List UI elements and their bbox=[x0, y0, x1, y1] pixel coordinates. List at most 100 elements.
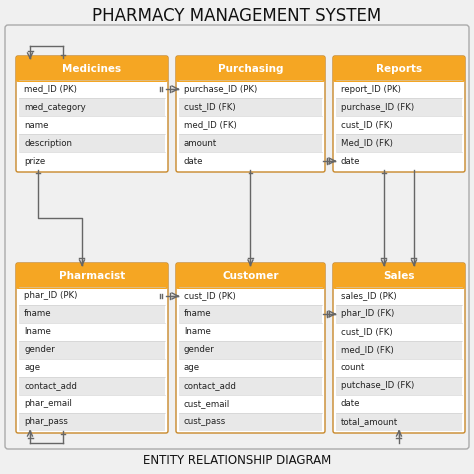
Bar bbox=[19, 98, 165, 116]
Text: phar_pass: phar_pass bbox=[24, 418, 68, 427]
Bar bbox=[19, 341, 165, 359]
Bar bbox=[19, 359, 165, 377]
Bar bbox=[179, 80, 322, 98]
Bar bbox=[336, 359, 462, 377]
FancyBboxPatch shape bbox=[16, 56, 168, 172]
Text: PHARMACY MANAGEMENT SYSTEM: PHARMACY MANAGEMENT SYSTEM bbox=[92, 7, 382, 25]
Bar bbox=[179, 116, 322, 134]
FancyBboxPatch shape bbox=[333, 263, 465, 289]
Text: age: age bbox=[24, 364, 40, 373]
Text: date: date bbox=[341, 156, 361, 165]
Text: count: count bbox=[341, 364, 365, 373]
Text: cust_pass: cust_pass bbox=[184, 418, 226, 427]
Bar bbox=[19, 80, 165, 98]
Bar bbox=[178, 76, 323, 80]
Bar bbox=[336, 341, 462, 359]
Bar bbox=[336, 323, 462, 341]
Bar bbox=[179, 134, 322, 152]
Bar bbox=[179, 98, 322, 116]
Text: cust_email: cust_email bbox=[184, 400, 230, 409]
Text: gender: gender bbox=[24, 346, 55, 355]
Text: fname: fname bbox=[24, 310, 52, 319]
Bar bbox=[336, 80, 462, 98]
Text: description: description bbox=[24, 138, 72, 147]
Bar bbox=[179, 287, 322, 305]
Bar bbox=[19, 305, 165, 323]
Text: Pharmacist: Pharmacist bbox=[59, 271, 125, 281]
Bar bbox=[19, 377, 165, 395]
Bar bbox=[19, 287, 165, 305]
Text: cust_ID (FK): cust_ID (FK) bbox=[341, 328, 392, 337]
FancyBboxPatch shape bbox=[176, 263, 325, 433]
Bar bbox=[19, 134, 165, 152]
Text: Customer: Customer bbox=[222, 271, 279, 281]
Bar bbox=[336, 377, 462, 395]
FancyBboxPatch shape bbox=[333, 56, 465, 82]
Bar bbox=[335, 283, 463, 287]
Bar bbox=[336, 134, 462, 152]
Text: Purchasing: Purchasing bbox=[218, 64, 283, 74]
Text: Medicines: Medicines bbox=[63, 64, 121, 74]
FancyBboxPatch shape bbox=[16, 263, 168, 433]
Text: purchase_ID (FK): purchase_ID (FK) bbox=[341, 102, 414, 111]
Text: report_ID (PK): report_ID (PK) bbox=[341, 84, 401, 93]
FancyBboxPatch shape bbox=[176, 263, 325, 289]
Text: cust_ID (FK): cust_ID (FK) bbox=[184, 102, 236, 111]
Bar bbox=[18, 283, 166, 287]
Bar bbox=[179, 341, 322, 359]
Bar bbox=[179, 359, 322, 377]
Text: total_amount: total_amount bbox=[341, 418, 398, 427]
Bar bbox=[19, 395, 165, 413]
Bar bbox=[19, 116, 165, 134]
Text: phar_ID (PK): phar_ID (PK) bbox=[24, 292, 77, 301]
Text: contact_add: contact_add bbox=[184, 382, 237, 391]
Text: cust_ID (FK): cust_ID (FK) bbox=[341, 120, 392, 129]
Text: putchase_ID (FK): putchase_ID (FK) bbox=[341, 382, 414, 391]
Text: cust_ID (PK): cust_ID (PK) bbox=[184, 292, 236, 301]
Bar bbox=[335, 76, 463, 80]
Bar bbox=[19, 413, 165, 431]
Text: Med_ID (FK): Med_ID (FK) bbox=[341, 138, 393, 147]
FancyBboxPatch shape bbox=[176, 56, 325, 82]
Text: lname: lname bbox=[184, 328, 211, 337]
Bar bbox=[178, 283, 323, 287]
Text: gender: gender bbox=[184, 346, 215, 355]
Text: purchase_ID (PK): purchase_ID (PK) bbox=[184, 84, 257, 93]
Text: prize: prize bbox=[24, 156, 45, 165]
Text: amount: amount bbox=[184, 138, 217, 147]
FancyBboxPatch shape bbox=[16, 56, 168, 82]
Bar bbox=[179, 377, 322, 395]
Text: contact_add: contact_add bbox=[24, 382, 77, 391]
Text: lname: lname bbox=[24, 328, 51, 337]
Bar bbox=[18, 76, 166, 80]
Text: phar_email: phar_email bbox=[24, 400, 72, 409]
Text: date: date bbox=[184, 156, 203, 165]
Text: sales_ID (PK): sales_ID (PK) bbox=[341, 292, 397, 301]
FancyBboxPatch shape bbox=[333, 263, 465, 433]
Text: med_ID (PK): med_ID (PK) bbox=[24, 84, 77, 93]
Bar bbox=[19, 152, 165, 170]
Text: med_ID (FK): med_ID (FK) bbox=[341, 346, 394, 355]
Bar bbox=[336, 413, 462, 431]
Bar bbox=[336, 287, 462, 305]
Bar bbox=[19, 323, 165, 341]
Bar bbox=[336, 395, 462, 413]
Bar bbox=[179, 323, 322, 341]
Text: name: name bbox=[24, 120, 48, 129]
Text: date: date bbox=[341, 400, 361, 409]
FancyBboxPatch shape bbox=[16, 263, 168, 289]
Text: Sales: Sales bbox=[383, 271, 415, 281]
Text: med_ID (FK): med_ID (FK) bbox=[184, 120, 237, 129]
Bar bbox=[179, 395, 322, 413]
Bar bbox=[336, 305, 462, 323]
Bar bbox=[179, 305, 322, 323]
Bar bbox=[336, 98, 462, 116]
Text: phar_ID (FK): phar_ID (FK) bbox=[341, 310, 394, 319]
Bar bbox=[179, 413, 322, 431]
Bar bbox=[336, 152, 462, 170]
FancyBboxPatch shape bbox=[333, 56, 465, 172]
Text: age: age bbox=[184, 364, 200, 373]
Text: Reports: Reports bbox=[376, 64, 422, 74]
Text: med_category: med_category bbox=[24, 102, 86, 111]
Text: ENTITY RELATIONSHIP DIAGRAM: ENTITY RELATIONSHIP DIAGRAM bbox=[143, 454, 331, 466]
